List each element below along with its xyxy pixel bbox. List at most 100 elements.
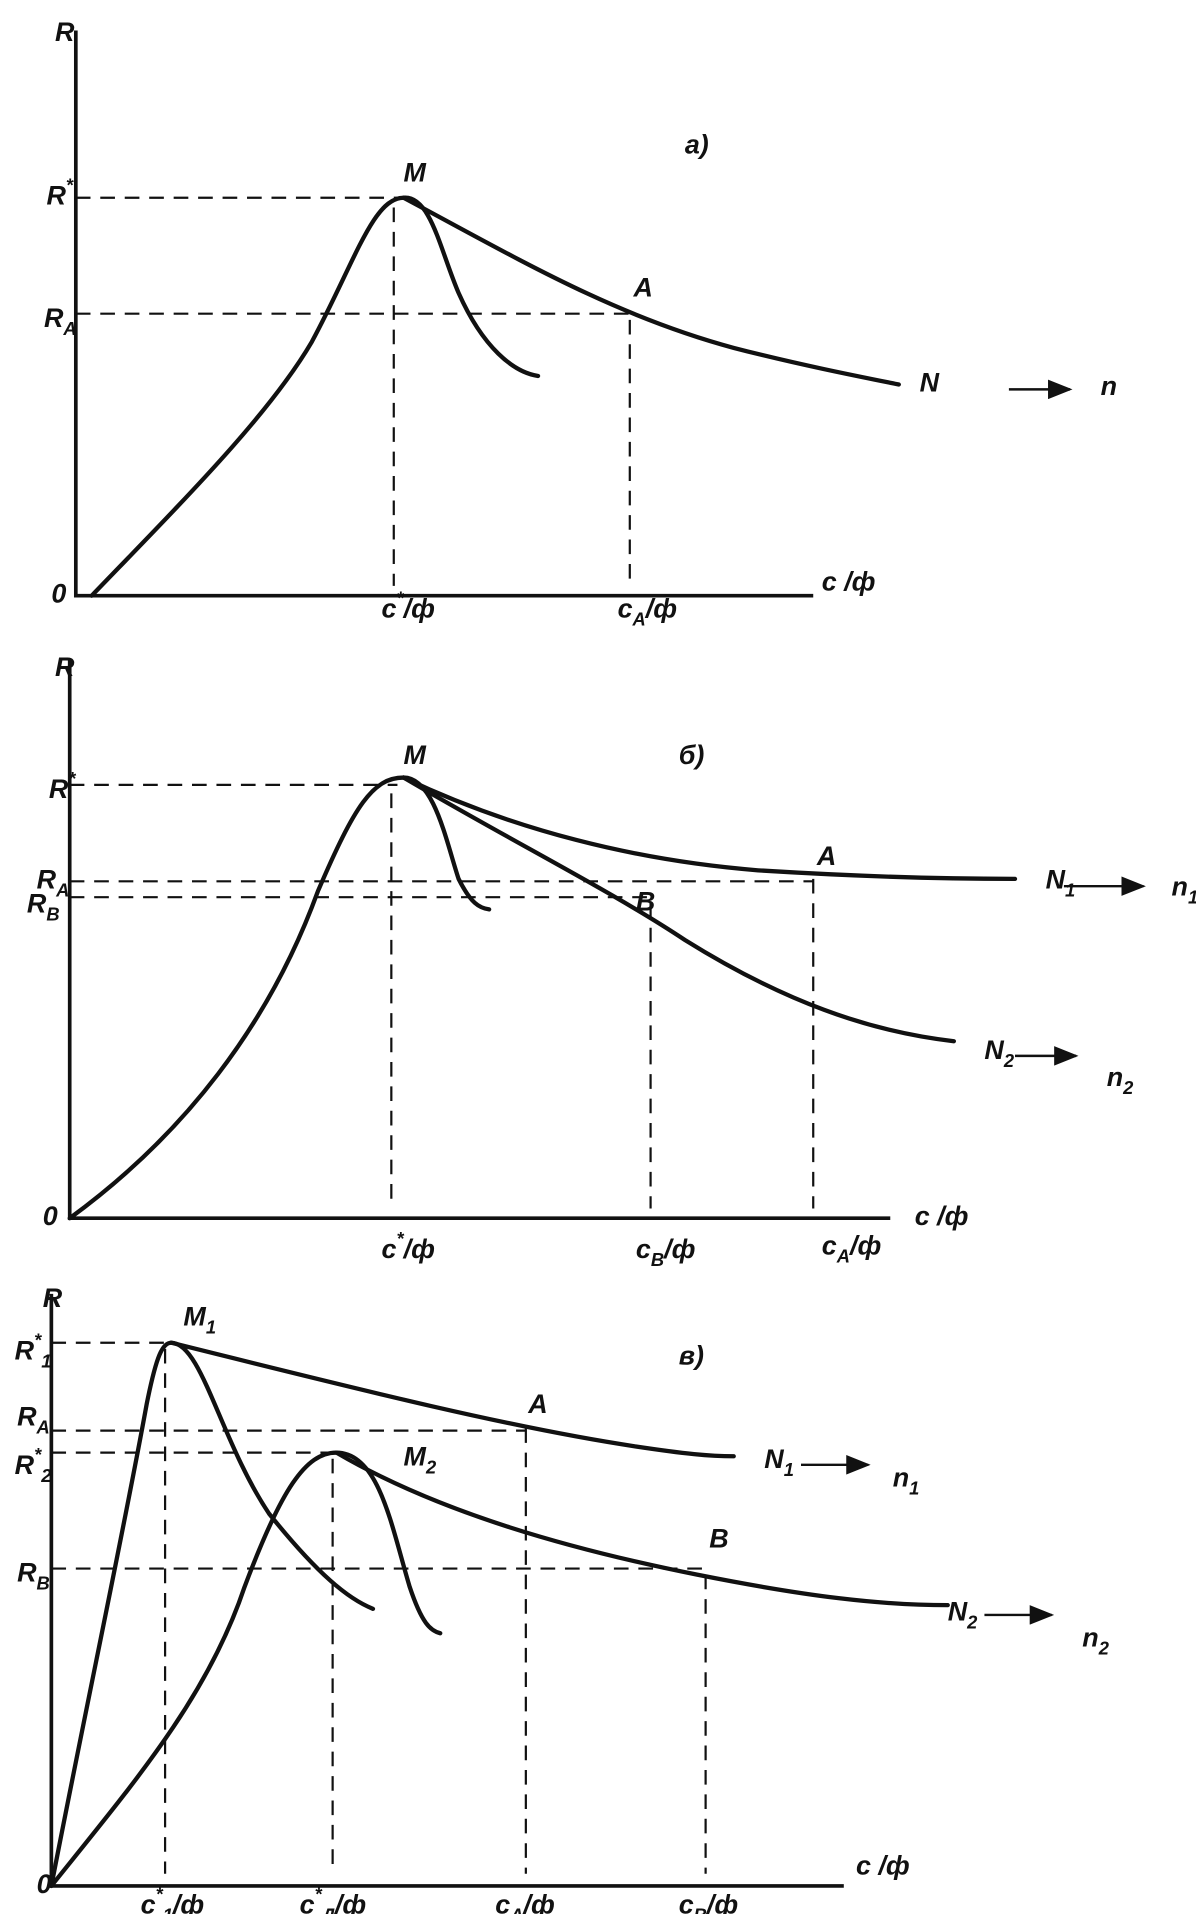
label-main: N (984, 1035, 1004, 1065)
label-sub: А (632, 608, 646, 629)
label-main: 0 (43, 1201, 58, 1231)
label: RВ (27, 889, 60, 924)
label-main: б) (679, 740, 705, 770)
label-sub: 1 (41, 1350, 51, 1371)
label-main: R (43, 1283, 63, 1313)
label-main: n (893, 1463, 909, 1493)
label-sup: * (68, 768, 76, 789)
label-sub: А (62, 317, 76, 338)
label-sup: * (34, 1444, 42, 1465)
label: c*Д/ф (300, 1884, 367, 1914)
label-main: c (495, 1890, 510, 1914)
label: c*/ф (382, 1228, 435, 1264)
curve (334, 1450, 950, 1608)
label: в) (679, 1340, 704, 1370)
label-main: n (1082, 1622, 1098, 1652)
label-main: R (44, 303, 64, 333)
curve (89, 195, 406, 598)
label: 0 (37, 1869, 52, 1899)
label: R* (49, 768, 76, 804)
label: A (527, 1389, 547, 1419)
label-main: A (632, 272, 652, 302)
guides (51, 1341, 710, 1874)
label: M2 (404, 1442, 437, 1477)
label: R (55, 652, 75, 682)
label-main: B (636, 886, 655, 916)
label: M (404, 740, 427, 770)
label-main: R (37, 864, 57, 894)
label-tail: /ф (403, 1234, 435, 1264)
label: c /ф (822, 567, 876, 597)
label: n (1101, 371, 1117, 401)
label-main: M (404, 1442, 427, 1472)
label: RА (44, 303, 77, 338)
label-sub: В (651, 1249, 664, 1270)
curve (169, 1340, 736, 1459)
label: c /ф (915, 1201, 969, 1231)
label: B (636, 886, 655, 916)
label-sub: 1 (206, 1316, 216, 1337)
label-tail: /ф (403, 593, 435, 623)
label-main: R (17, 1402, 37, 1432)
label: RА (17, 1402, 50, 1437)
label: RВ (17, 1558, 50, 1593)
curve (401, 195, 901, 387)
label-main: 0 (37, 1869, 52, 1899)
label-sub: А (55, 879, 69, 900)
label: n2 (1082, 1622, 1109, 1657)
label-tail: /ф (645, 593, 677, 623)
label: cА/ф (495, 1890, 554, 1914)
label: R*2 (15, 1444, 52, 1486)
curve (401, 775, 1018, 882)
label-main: c /ф (915, 1201, 969, 1231)
label-main: M (404, 740, 427, 770)
label-sup: * (34, 1329, 42, 1350)
label: а) (685, 130, 709, 160)
label: A (632, 272, 652, 302)
label: cВ/ф (679, 1890, 738, 1914)
label: M1 (183, 1301, 216, 1336)
label: n2 (1107, 1062, 1134, 1097)
label-sub: 2 (425, 1456, 436, 1477)
label-sub: 1 (909, 1477, 919, 1498)
label: c /ф (856, 1851, 910, 1881)
label-main: R (49, 774, 69, 804)
curve (401, 195, 541, 379)
label-sub: Д (320, 1904, 335, 1914)
curve (49, 1340, 174, 1889)
label: M (404, 158, 427, 188)
label-sub: В (37, 1572, 50, 1593)
label-sub: В (46, 903, 59, 924)
guides (69, 783, 815, 1209)
label-main: R (15, 1336, 35, 1366)
label-main: A (527, 1389, 547, 1419)
label-tail: /ф (334, 1890, 366, 1914)
curve (49, 1450, 339, 1889)
label-main: c (679, 1890, 694, 1914)
label-sub: В (694, 1904, 707, 1914)
label-sup: * (397, 587, 405, 608)
label: B (709, 1524, 728, 1554)
label: n1 (1172, 872, 1196, 907)
label: R*1 (15, 1329, 52, 1371)
label-tail: /ф (706, 1890, 738, 1914)
label-main: c (618, 593, 633, 623)
label: б) (679, 740, 705, 770)
label-main: c (822, 1231, 837, 1261)
label-sup: * (66, 175, 74, 196)
label-main: c (141, 1890, 156, 1914)
label: 0 (51, 579, 66, 609)
label: N2 (948, 1597, 978, 1632)
label-main: B (709, 1524, 728, 1554)
label-main: 0 (51, 579, 66, 609)
label: cВ/ф (636, 1234, 695, 1269)
panel-a (73, 30, 1073, 598)
label-main: n (1107, 1062, 1123, 1092)
label-main: n (1101, 371, 1117, 401)
label-sub: 2 (40, 1465, 51, 1486)
label-sub: 1 (1065, 879, 1075, 900)
label: c*1/ф (141, 1884, 205, 1914)
panel-b (67, 659, 1146, 1221)
